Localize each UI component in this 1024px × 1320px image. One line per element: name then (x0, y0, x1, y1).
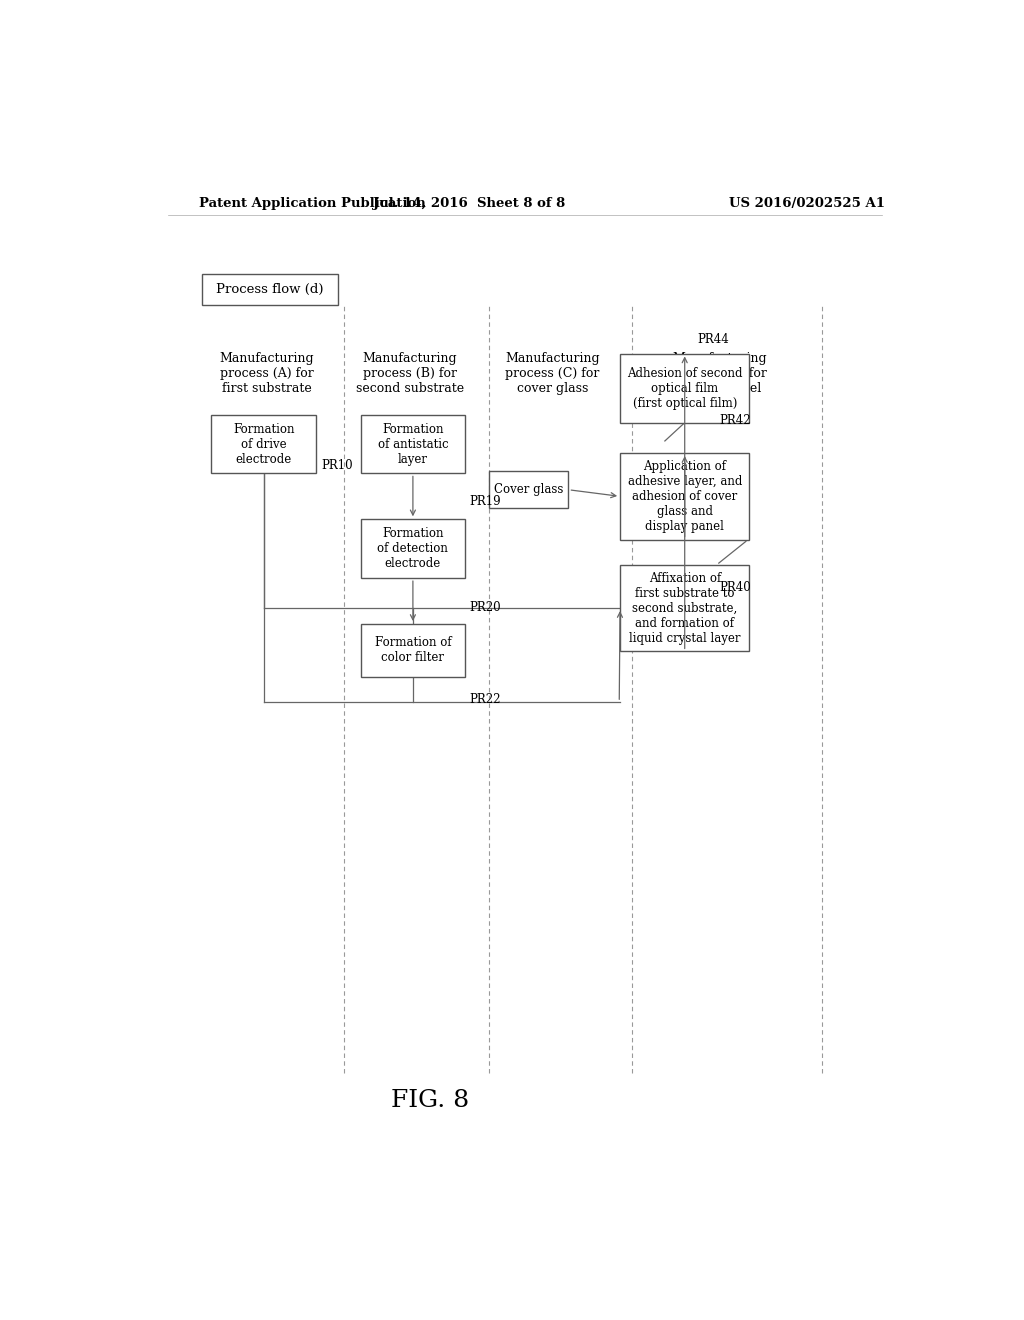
Text: Patent Application Publication: Patent Application Publication (200, 197, 426, 210)
Text: FIG. 8: FIG. 8 (390, 1089, 469, 1113)
Text: Manufacturing
process (D) for
display panel: Manufacturing process (D) for display pa… (672, 351, 767, 395)
Bar (360, 624, 465, 677)
Bar (202, 275, 338, 305)
Text: Jul. 14, 2016  Sheet 8 of 8: Jul. 14, 2016 Sheet 8 of 8 (373, 197, 565, 210)
Text: Adhesion of second
optical film
(first optical film): Adhesion of second optical film (first o… (627, 367, 742, 409)
Bar (360, 414, 465, 474)
Text: PR42: PR42 (719, 414, 751, 428)
Bar (620, 565, 750, 651)
Bar (211, 414, 316, 474)
Bar (360, 519, 465, 578)
Text: Formation
of drive
electrode: Formation of drive electrode (232, 422, 295, 466)
Text: Manufacturing
process (B) for
second substrate: Manufacturing process (B) for second sub… (355, 351, 464, 395)
Text: PR44: PR44 (697, 333, 729, 346)
Text: PR22: PR22 (469, 693, 501, 706)
Text: Manufacturing
process (A) for
first substrate: Manufacturing process (A) for first subs… (219, 351, 314, 395)
Bar (620, 453, 750, 540)
Text: Manufacturing
process (C) for
cover glass: Manufacturing process (C) for cover glas… (505, 351, 600, 395)
Text: Process flow (d): Process flow (d) (216, 282, 324, 296)
Text: Cover glass: Cover glass (495, 483, 563, 496)
Text: Formation
of antistatic
layer: Formation of antistatic layer (378, 422, 449, 466)
Bar (489, 471, 568, 508)
Text: PR40: PR40 (719, 581, 751, 594)
Text: PR19: PR19 (469, 495, 501, 508)
Text: Affixation of
first substrate to
second substrate,
and formation of
liquid cryst: Affixation of first substrate to second … (629, 572, 740, 644)
Text: US 2016/0202525 A1: US 2016/0202525 A1 (728, 197, 885, 210)
Text: Formation of
color filter: Formation of color filter (375, 636, 452, 664)
Text: Formation
of detection
electrode: Formation of detection electrode (378, 527, 449, 570)
Bar (620, 354, 750, 422)
Text: PR10: PR10 (321, 459, 352, 471)
Text: Application of
adhesive layer, and
adhesion of cover
glass and
display panel: Application of adhesive layer, and adhes… (628, 459, 742, 533)
Text: PR20: PR20 (469, 601, 501, 614)
